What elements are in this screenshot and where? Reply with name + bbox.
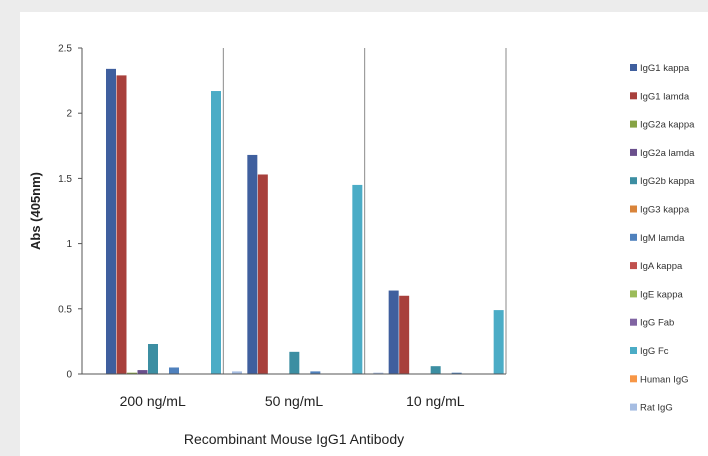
legend-entry-label: IgG2b kappa	[640, 176, 695, 187]
axes	[81, 48, 506, 375]
legend-swatch	[630, 290, 637, 298]
x-category-label: 50 ng/mL	[265, 393, 324, 409]
bar	[127, 372, 137, 374]
bar	[137, 370, 148, 374]
legend-swatch	[630, 233, 637, 241]
y-tick-label: 0	[66, 370, 72, 381]
legend-swatch	[630, 64, 637, 71]
bar	[116, 75, 127, 374]
bar	[430, 366, 441, 374]
bar	[211, 91, 221, 375]
legend-entry-label: Human IgG	[640, 374, 689, 385]
y-tick-label: 2.5	[58, 44, 72, 55]
legend-swatch	[630, 148, 637, 156]
legend-swatch	[630, 120, 637, 128]
bar-chart: 0 0.5 1 1.5 2 2.5 200 ng/mL 50 ng/mL 10 ng/mL R…	[28, 44, 695, 448]
bars	[106, 68, 504, 375]
legend-swatch	[630, 205, 637, 213]
bar	[106, 68, 116, 374]
bar	[493, 310, 504, 374]
bar	[257, 174, 268, 374]
chart-panel: 0 0.5 1 1.5 2 2.5 200 ng/mL 50 ng/mL 10 ng/mL R…	[20, 12, 708, 456]
grid-lines	[222, 48, 507, 374]
legend-entry-label: IgG Fab	[640, 318, 674, 329]
y-tick-label: 0.5	[58, 304, 72, 315]
bar	[148, 344, 158, 374]
bar	[289, 351, 300, 374]
x-axis-title: Recombinant Mouse IgG1 Antibody	[184, 431, 404, 447]
bar	[247, 154, 258, 374]
legend-entry-label: IgG1 kappa	[640, 63, 690, 74]
bar	[169, 367, 179, 374]
bar	[352, 184, 363, 374]
legend-swatch	[630, 262, 637, 270]
legend-swatch	[630, 403, 637, 411]
bar	[451, 372, 462, 374]
legend-swatch	[630, 375, 637, 383]
legend-entry-label: IgG2a kappa	[640, 120, 695, 131]
bar	[232, 371, 242, 374]
legend-entry-label: IgM lamda	[640, 233, 685, 244]
legend-entry-label: IgE kappa	[640, 289, 683, 300]
legend-swatch	[630, 318, 637, 326]
x-category-labels: 200 ng/mL 50 ng/mL 10 ng/mL	[120, 393, 465, 409]
legend-entry-label: IgG Fc	[640, 346, 669, 357]
y-axis-title: Abs (405nm)	[28, 172, 43, 250]
legend-swatch	[630, 177, 637, 185]
x-category-label: 200 ng/mL	[120, 393, 186, 409]
bar	[310, 371, 321, 374]
bar	[388, 290, 399, 374]
legend-entry-label: IgG3 kappa	[640, 205, 690, 216]
legend-entry-label: IgG1 lamda	[640, 91, 690, 102]
bar	[399, 295, 410, 374]
legend-entry-label: IgA kappa	[640, 261, 683, 272]
legend-entry-label: Rat IgG	[640, 403, 673, 414]
x-category-label: 10 ng/mL	[406, 393, 465, 409]
legend: IgG1 kappa IgG1 lamda IgG2a kappa IgG2a lam…	[630, 63, 695, 414]
y-tick-labels: 0 0.5 1 1.5 2 2.5	[58, 44, 82, 381]
y-tick-label: 1	[66, 239, 72, 250]
bar	[373, 372, 384, 374]
y-tick-label: 2	[66, 109, 72, 120]
legend-swatch	[630, 347, 637, 354]
legend-swatch	[630, 92, 637, 100]
y-tick-label: 1.5	[58, 174, 72, 185]
legend-entry-label: IgG2a lamda	[640, 148, 695, 159]
